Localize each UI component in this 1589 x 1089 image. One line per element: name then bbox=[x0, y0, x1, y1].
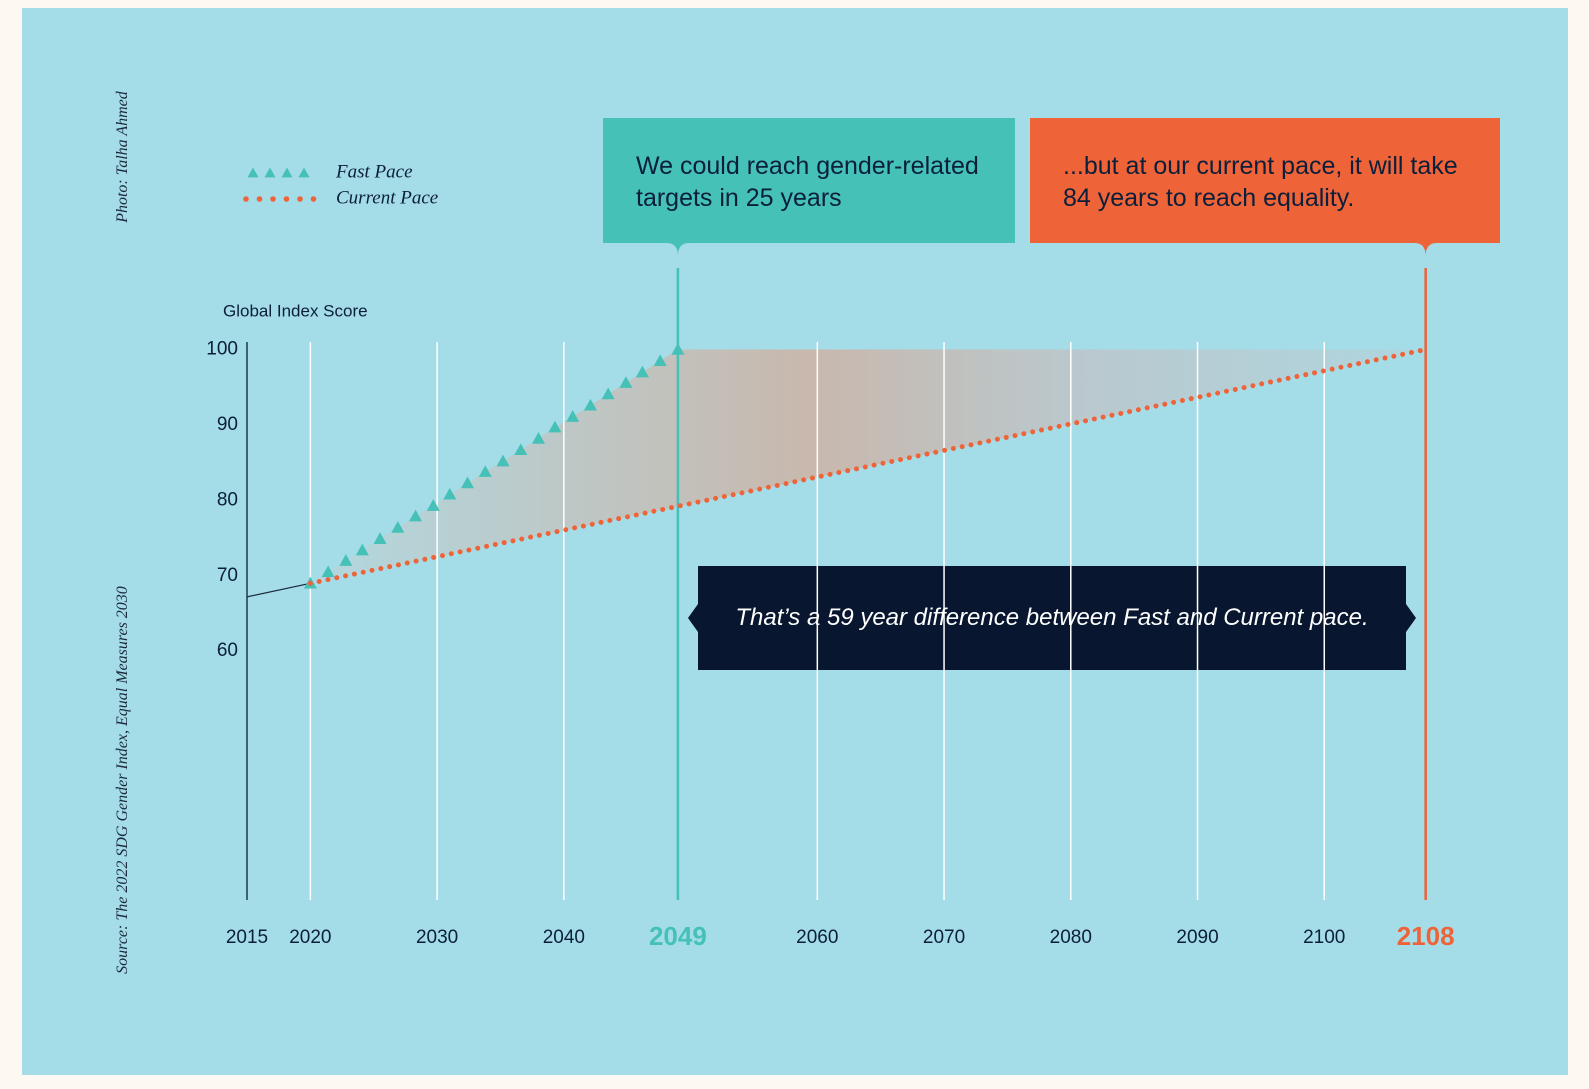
x-tick-label: 2100 bbox=[1303, 927, 1345, 948]
triangle-point bbox=[514, 443, 528, 456]
annotation-box: ...but at our current pace, it will take… bbox=[1030, 118, 1500, 243]
x-tick-label: 2040 bbox=[543, 927, 585, 948]
y-tick-label: 100 bbox=[206, 339, 238, 360]
x-tick-label: 2070 bbox=[923, 927, 965, 948]
x-tick-label: 2080 bbox=[1050, 927, 1092, 948]
triangle-point bbox=[321, 565, 335, 578]
triangle-point bbox=[373, 532, 387, 545]
y-tick-label: 70 bbox=[217, 565, 238, 586]
legend-label: Fast Pace bbox=[335, 161, 413, 182]
source: Source: The 2022 SDG Gender Index, Equal… bbox=[114, 586, 131, 974]
triangle-point bbox=[531, 432, 545, 444]
triangle-point bbox=[583, 398, 597, 411]
lead-in-line bbox=[246, 582, 311, 598]
legend-symbol bbox=[270, 196, 276, 202]
legend-symbol bbox=[281, 167, 293, 178]
annotation-box: We could reach gender-related targets in… bbox=[603, 118, 1015, 243]
x-tick-label: 2049 bbox=[649, 921, 707, 951]
x-tick-label: 2030 bbox=[416, 927, 458, 948]
x-tick-label: 2020 bbox=[289, 927, 331, 948]
y-tick-label: 90 bbox=[217, 414, 238, 435]
triangle-point bbox=[671, 343, 685, 355]
legend-symbol bbox=[310, 196, 317, 202]
legend-symbol bbox=[298, 167, 310, 178]
triangle-point bbox=[391, 520, 405, 533]
legend-symbol bbox=[247, 167, 259, 178]
legend-symbol bbox=[264, 167, 276, 178]
x-tick-label: 2060 bbox=[796, 927, 838, 948]
triangle-point bbox=[566, 410, 580, 422]
triangle-point bbox=[409, 509, 423, 522]
triangle-point bbox=[339, 554, 353, 566]
triangle-point bbox=[443, 487, 457, 500]
triangle-point bbox=[426, 499, 440, 511]
triangle-point bbox=[635, 365, 649, 378]
legend-symbol bbox=[256, 196, 263, 202]
y-tick-label: 60 bbox=[217, 640, 238, 661]
x-tick-label: 2108 bbox=[1397, 921, 1455, 951]
triangle-point bbox=[355, 543, 369, 556]
triangle-point bbox=[496, 454, 510, 467]
x-tick-label: 2090 bbox=[1176, 927, 1218, 948]
note-box bbox=[698, 566, 1406, 670]
legend-symbol bbox=[243, 196, 249, 202]
triangle-point bbox=[619, 376, 633, 388]
triangle-point bbox=[461, 476, 475, 489]
triangle-point bbox=[653, 354, 667, 367]
note: That’s a 59 year difference between Fast… bbox=[735, 604, 1369, 631]
legend-symbol bbox=[283, 196, 290, 202]
triangle-point bbox=[478, 465, 492, 477]
y-tick-label: 80 bbox=[217, 489, 238, 510]
credit: Photo: Talha Ahmed bbox=[114, 90, 131, 224]
triangle-point bbox=[548, 420, 562, 433]
annotation-pointer bbox=[1414, 243, 1437, 256]
triangle-point bbox=[601, 387, 615, 400]
x-tick-label: 2015 bbox=[226, 927, 268, 948]
legend-label: Current Pace bbox=[336, 187, 438, 208]
annotation-pointer bbox=[666, 243, 689, 256]
legend-symbol bbox=[297, 196, 303, 202]
dotted-line bbox=[307, 347, 1429, 586]
y-axis-label: Global Index Score bbox=[223, 301, 368, 320]
